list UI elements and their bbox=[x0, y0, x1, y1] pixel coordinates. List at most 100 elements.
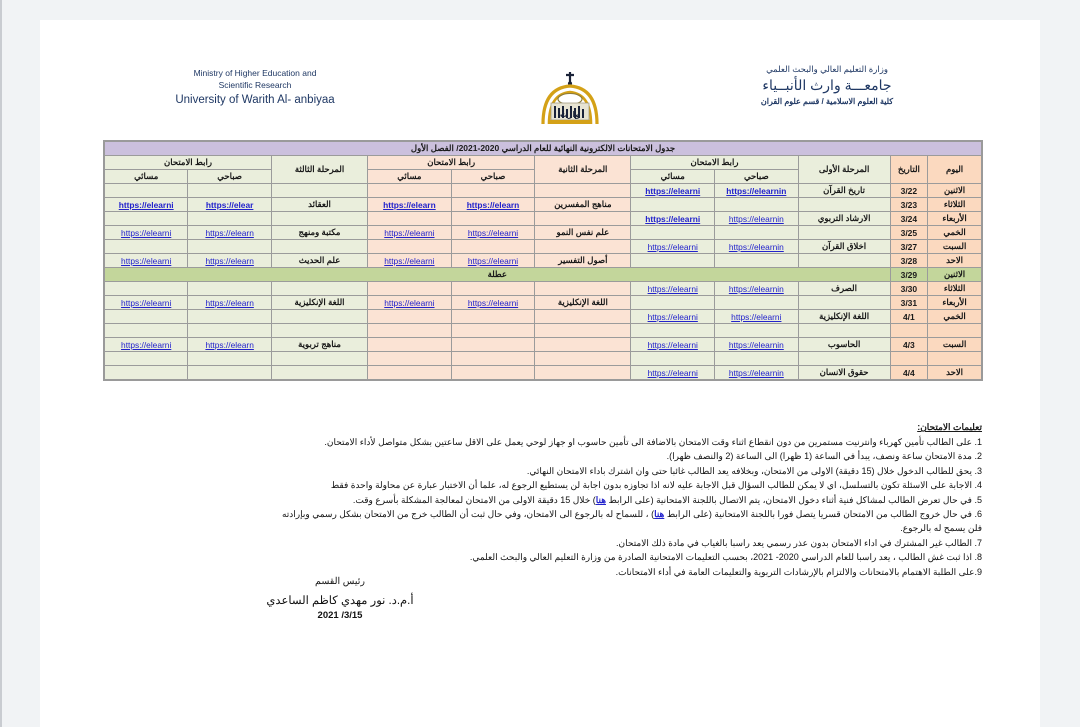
exam-link[interactable]: https://elearni bbox=[731, 311, 782, 322]
window-left-edge bbox=[0, 0, 2, 727]
cell-stage2-evening-link bbox=[367, 309, 452, 324]
cell-stage1-evening-link[interactable]: https://elearni bbox=[630, 211, 716, 226]
exam-link[interactable]: https://elearn bbox=[205, 227, 254, 238]
document-header: Ministry of Higher Education and Scienti… bbox=[40, 20, 1040, 138]
table-row: الاثنين 3/22 تاريخ القرآن https://elearnin h… bbox=[103, 183, 983, 198]
cell-stage1-subject: اللغة الإنكليزية bbox=[797, 309, 891, 324]
cell-stage1-evening-link[interactable]: https://elearni bbox=[630, 239, 716, 254]
cell-stage2-morning-link[interactable]: https://elearni bbox=[450, 295, 536, 310]
exam-link[interactable]: https://elear bbox=[205, 199, 254, 210]
cell-stage3-evening-link[interactable]: https://elearni bbox=[103, 197, 189, 212]
cell-stage1-evening-link[interactable]: https://elearni bbox=[630, 337, 716, 352]
cell-stage3-subject bbox=[270, 309, 369, 324]
header-english-block: Ministry of Higher Education and Scienti… bbox=[125, 68, 385, 108]
exam-link[interactable]: https://elearni bbox=[467, 297, 519, 308]
cell-stage3-morning-link[interactable]: https://elearn bbox=[187, 295, 272, 310]
cell-stage3-evening-link[interactable]: https://elearni bbox=[103, 253, 189, 268]
exam-link[interactable]: https://elearn bbox=[205, 297, 254, 308]
cell-stage2-evening-link[interactable]: https://elearn bbox=[367, 197, 452, 212]
exam-link[interactable]: https://elearnin bbox=[728, 213, 784, 224]
svg-text:وارث: وارث bbox=[560, 110, 580, 119]
table-row bbox=[103, 323, 983, 338]
exam-link[interactable]: https://elearni bbox=[647, 311, 698, 322]
cell-date: 3/28 bbox=[889, 253, 929, 268]
cell-stage2-evening-link[interactable]: https://elearni bbox=[367, 295, 452, 310]
exam-link[interactable]: https://elearni bbox=[467, 255, 519, 266]
exam-link[interactable]: https://elearni bbox=[647, 241, 698, 252]
cell-date: 3/31 bbox=[889, 295, 929, 310]
cell-stage1-morning-link[interactable]: https://elearnin bbox=[714, 281, 799, 296]
table-row: الاحد 4/4 حقوق الانسان https://elearnin http… bbox=[103, 365, 983, 381]
exam-link[interactable]: https://elearnin bbox=[728, 367, 784, 378]
cell-stage2-morning-link[interactable]: https://elearni bbox=[450, 225, 536, 240]
cell-stage3-morning-link[interactable]: https://elear bbox=[187, 197, 272, 212]
table-title-row: جدول الامتحانات الالكترونية النهائية للع… bbox=[103, 140, 983, 156]
cell-stage3-evening-link[interactable]: https://elearni bbox=[103, 225, 189, 240]
cell-date: 3/27 bbox=[889, 239, 929, 254]
cell-stage1-morning-link[interactable]: https://elearni bbox=[714, 309, 799, 324]
exam-link[interactable]: https://elearni bbox=[467, 227, 519, 238]
table-header-row-1: اليوم التاريخ المرحلة الأولى رابط الامتح… bbox=[103, 155, 983, 184]
cell-stage1-evening-link[interactable]: https://elearni bbox=[630, 309, 716, 324]
exam-link[interactable]: https://elearni bbox=[384, 255, 435, 266]
exam-link[interactable]: https://elearni bbox=[647, 367, 698, 378]
exam-link[interactable]: https://elearni bbox=[121, 255, 172, 266]
cell-stage2-morning-link[interactable]: https://elearn bbox=[450, 197, 536, 212]
exam-link[interactable]: https://elearnin bbox=[726, 185, 787, 196]
cell-stage1-evening-link[interactable]: https://elearni bbox=[630, 281, 716, 296]
cell-stage3-morning-link[interactable]: https://elearn bbox=[187, 337, 272, 352]
cell-stage3-morning-link[interactable]: https://elearn bbox=[187, 225, 272, 240]
exam-link[interactable]: https://elearni bbox=[121, 339, 172, 350]
cell-stage3-subject bbox=[270, 211, 369, 226]
cell-stage3-subject bbox=[270, 281, 369, 296]
cell-stage1-morning-link[interactable]: https://elearnin bbox=[714, 183, 799, 198]
exam-link[interactable]: https://elearn bbox=[383, 199, 436, 210]
col-header-stage3-evening: مسائي bbox=[103, 169, 189, 184]
exam-link[interactable]: https://elearn bbox=[205, 339, 254, 350]
cell-stage3-morning-link bbox=[187, 323, 272, 338]
cell-stage1-subject: الارشاد التربوي bbox=[797, 211, 891, 226]
document-page: Ministry of Higher Education and Scienti… bbox=[40, 20, 1040, 727]
cell-stage2-morning-link bbox=[450, 323, 536, 338]
exam-link[interactable]: https://elearni bbox=[121, 227, 172, 238]
cell-day: الأربعاء bbox=[927, 295, 983, 310]
here-link[interactable]: هنا bbox=[595, 494, 606, 505]
exam-link[interactable]: https://elearni bbox=[384, 227, 435, 238]
exam-link[interactable]: https://elearni bbox=[645, 185, 701, 196]
col-header-date: التاريخ bbox=[889, 155, 929, 184]
instruction-item: 2. مدة الامتحان ساعة ونصف، يبدأ في الساع… bbox=[666, 451, 982, 462]
cell-stage1-morning-link[interactable]: https://elearnin bbox=[714, 211, 799, 226]
exam-link[interactable]: https://elearni bbox=[384, 297, 435, 308]
cell-stage1-morning-link[interactable]: https://elearnin bbox=[714, 239, 799, 254]
cell-stage2-evening-link[interactable]: https://elearni bbox=[367, 225, 452, 240]
cell-stage1-evening-link bbox=[630, 253, 716, 268]
cell-stage3-morning-link[interactable]: https://elearn bbox=[187, 253, 272, 268]
table-row: الاثنين 3/29 عطلة bbox=[103, 267, 983, 282]
cell-stage3-evening-link bbox=[103, 351, 189, 366]
exam-link[interactable]: https://elearn bbox=[205, 255, 254, 266]
exam-link[interactable]: https://elearni bbox=[121, 297, 172, 308]
cell-stage3-evening-link[interactable]: https://elearni bbox=[103, 337, 189, 352]
cell-stage1-morning-link[interactable]: https://elearnin bbox=[714, 337, 799, 352]
col-header-stage3: المرحلة الثالثة bbox=[270, 155, 369, 184]
exam-link[interactable]: https://elearni bbox=[645, 213, 701, 224]
col-header-stage3-morning: صباحي bbox=[187, 169, 272, 184]
cell-stage2-morning-link bbox=[450, 337, 536, 352]
exam-link[interactable]: https://elearnin bbox=[728, 339, 784, 350]
cell-stage2-morning-link[interactable]: https://elearni bbox=[450, 253, 536, 268]
exam-link[interactable]: https://elearnin bbox=[728, 283, 784, 294]
cell-stage2-subject bbox=[534, 351, 632, 366]
cell-day bbox=[927, 351, 983, 366]
exam-link[interactable]: https://elearni bbox=[118, 199, 174, 210]
here-link[interactable]: هنا bbox=[654, 509, 665, 520]
cell-stage3-evening-link[interactable]: https://elearni bbox=[103, 295, 189, 310]
exam-link[interactable]: https://elearni bbox=[647, 283, 698, 294]
cell-stage1-evening-link[interactable]: https://elearni bbox=[630, 183, 716, 198]
cell-stage1-evening-link[interactable]: https://elearni bbox=[630, 365, 716, 381]
cell-stage2-evening-link bbox=[367, 239, 452, 254]
cell-stage1-morning-link[interactable]: https://elearnin bbox=[714, 365, 799, 381]
exam-link[interactable]: https://elearni bbox=[647, 339, 698, 350]
exam-link[interactable]: https://elearnin bbox=[728, 241, 784, 252]
cell-stage2-evening-link[interactable]: https://elearni bbox=[367, 253, 452, 268]
exam-link[interactable]: https://elearn bbox=[466, 199, 520, 210]
